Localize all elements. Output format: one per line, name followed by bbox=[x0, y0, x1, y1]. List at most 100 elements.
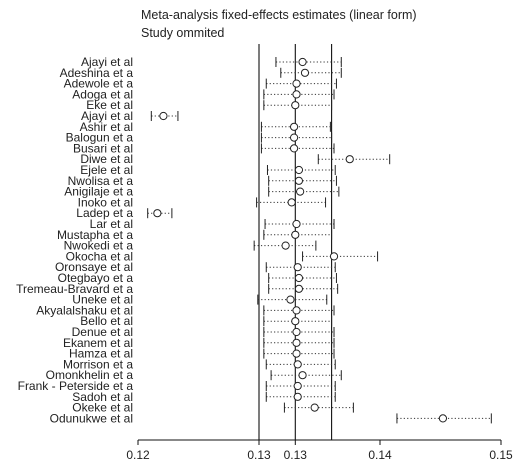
chart-subtitle: Study ommited bbox=[141, 26, 225, 40]
study-row bbox=[268, 186, 340, 197]
estimate-point bbox=[296, 187, 305, 196]
estimate-point bbox=[153, 209, 162, 218]
estimate-point bbox=[292, 306, 301, 315]
x-tick-label: 0.12 bbox=[126, 448, 150, 462]
estimate-point bbox=[293, 360, 302, 369]
estimate-point bbox=[287, 198, 296, 207]
estimate-point bbox=[345, 155, 354, 164]
estimate-point bbox=[292, 90, 301, 99]
study-row bbox=[256, 197, 327, 208]
study-label: Sadoh et al bbox=[72, 390, 133, 404]
study-label: Otegbayo et a bbox=[58, 271, 134, 285]
study-row bbox=[270, 370, 342, 381]
study-label: Okeke et al bbox=[72, 401, 133, 415]
chart-title: Meta-analysis fixed-effects estimates (l… bbox=[141, 8, 417, 22]
study-label: Ajayi et al bbox=[81, 109, 133, 123]
study-label: Ajayi et al bbox=[81, 55, 133, 69]
estimate-point bbox=[291, 230, 300, 239]
study-label: Mustapha et a bbox=[57, 228, 133, 242]
study-label: Inoko et al bbox=[78, 195, 133, 209]
study-row bbox=[268, 175, 337, 186]
study-row bbox=[260, 132, 333, 143]
x-tick-label: 0.15 bbox=[489, 448, 513, 462]
estimate-point bbox=[292, 338, 301, 347]
x-tick-label: 0.13 bbox=[284, 448, 308, 462]
estimate-point bbox=[289, 144, 299, 153]
study-label: Uneke et al bbox=[72, 293, 133, 307]
estimate-point bbox=[292, 219, 301, 229]
study-row bbox=[263, 327, 335, 337]
study-label: Lar et al bbox=[90, 217, 133, 231]
study-row bbox=[264, 219, 335, 229]
study-label: Diwe et al bbox=[80, 152, 133, 166]
study-row bbox=[257, 294, 328, 305]
study-row bbox=[260, 143, 335, 154]
estimate-point bbox=[281, 241, 290, 250]
estimate-point bbox=[159, 111, 168, 121]
estimate-point bbox=[294, 284, 304, 293]
study-row bbox=[147, 208, 173, 219]
study-label: Ejele et al bbox=[80, 163, 133, 177]
study-label: Okocha et al bbox=[66, 249, 133, 263]
estimate-point bbox=[289, 133, 299, 142]
study-row bbox=[265, 381, 336, 391]
study-row bbox=[263, 100, 333, 111]
study-label: Akyalalshaku et al bbox=[36, 303, 133, 317]
study-label: Adewole et a bbox=[64, 77, 134, 91]
study-row bbox=[302, 251, 379, 262]
estimate-point bbox=[294, 165, 304, 175]
study-label: Nwolisa et a bbox=[68, 174, 134, 188]
estimate-point bbox=[298, 57, 307, 67]
study-label: Ashir et al bbox=[80, 120, 133, 134]
study-label: Ladep et a bbox=[76, 206, 133, 220]
study-label: Morrison et a bbox=[63, 357, 133, 371]
study-label: Nwokedi et a bbox=[64, 239, 134, 253]
study-row bbox=[265, 78, 337, 89]
study-row bbox=[263, 229, 333, 240]
estimate-point bbox=[289, 122, 299, 131]
study-label: Ekanem et al bbox=[63, 336, 133, 350]
estimate-point bbox=[291, 317, 300, 326]
study-row bbox=[268, 283, 339, 294]
estimate-point bbox=[329, 252, 339, 261]
study-row bbox=[283, 402, 354, 413]
estimate-point bbox=[291, 101, 300, 110]
study-row bbox=[263, 316, 333, 327]
study-row bbox=[266, 165, 336, 175]
estimate-point bbox=[292, 79, 301, 88]
study-row bbox=[260, 121, 331, 132]
study-row bbox=[396, 413, 492, 424]
estimate-point bbox=[438, 414, 448, 423]
study-row bbox=[150, 111, 179, 121]
estimate-point bbox=[298, 371, 307, 380]
estimate-point bbox=[292, 349, 301, 358]
study-label: Busari et al bbox=[73, 141, 133, 155]
study-label: Omonkhelin et a bbox=[46, 368, 134, 382]
study-row bbox=[265, 391, 336, 402]
study-row bbox=[265, 262, 336, 273]
study-label: Hamza et al bbox=[69, 347, 133, 361]
x-tick-label: 0.13 bbox=[247, 448, 271, 462]
study-label: Tremeau-Bravard et a bbox=[16, 282, 133, 296]
study-row bbox=[317, 154, 391, 165]
study-label: Oronsaye et al bbox=[55, 260, 133, 274]
study-row bbox=[280, 67, 342, 78]
study-row bbox=[263, 337, 335, 348]
study-label: Anigilaje et a bbox=[64, 185, 133, 199]
study-label: Balogun et a bbox=[66, 131, 134, 145]
study-row bbox=[253, 240, 317, 251]
study-label: Frank - Peterside et a bbox=[18, 379, 134, 393]
estimate-point bbox=[293, 263, 302, 272]
study-label: Odunukwe et al bbox=[50, 411, 133, 425]
estimate-point bbox=[300, 68, 310, 77]
estimate-point bbox=[293, 392, 302, 401]
study-row bbox=[263, 305, 335, 316]
x-tick-label: 0.14 bbox=[368, 448, 392, 462]
study-label: Denue et al bbox=[72, 325, 133, 339]
study-label: Bello et al bbox=[80, 314, 133, 328]
study-label: Eke et al bbox=[86, 98, 133, 112]
study-label: Adeshina et a bbox=[60, 66, 134, 80]
estimate-point bbox=[286, 295, 295, 304]
study-label: Adoga et al bbox=[72, 87, 133, 101]
